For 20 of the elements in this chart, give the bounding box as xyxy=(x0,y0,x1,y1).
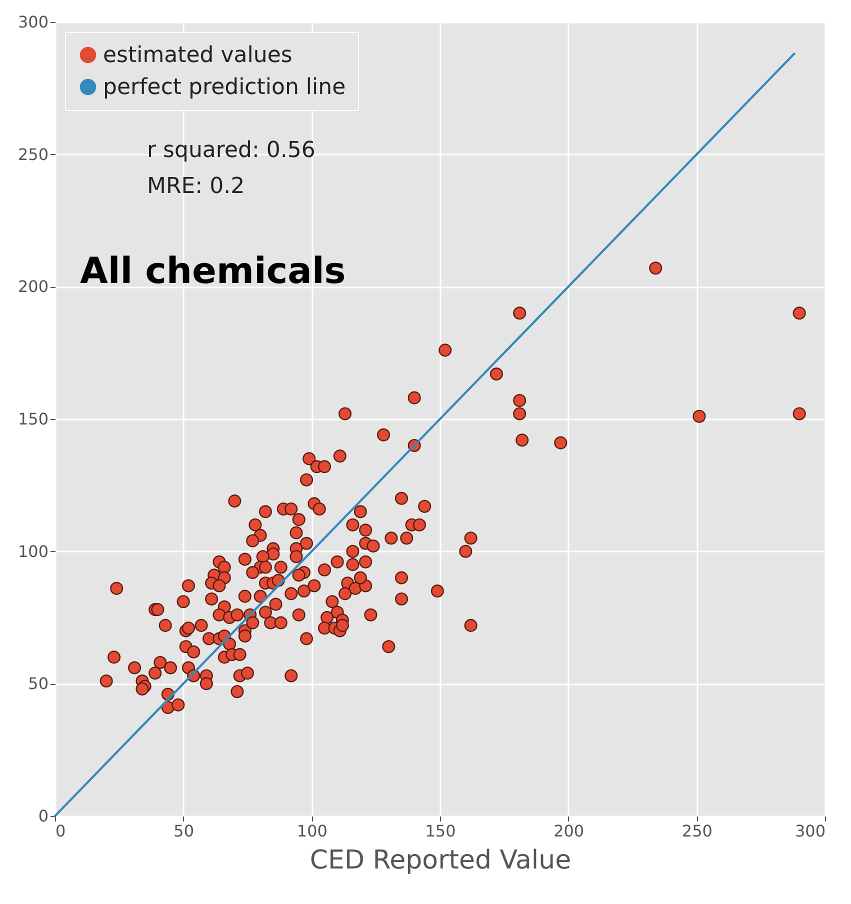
x-tick-label: 50 xyxy=(174,822,194,840)
x-tick-label: 300 xyxy=(794,822,826,840)
x-tick-label: 0 xyxy=(56,822,66,840)
x-tick-label: 250 xyxy=(682,822,712,840)
y-tick-label: 0 xyxy=(38,806,48,826)
y-tick-label: 50 xyxy=(28,674,48,694)
y-tick-label: 100 xyxy=(18,542,48,561)
annotation: r squared: 0.56 xyxy=(147,138,316,163)
legend-label: estimated values xyxy=(103,43,292,68)
x-tick-label: 200 xyxy=(554,822,584,840)
x-tick-label: 100 xyxy=(296,822,328,840)
legend-label: perfect prediction line xyxy=(103,75,346,100)
y-tick-label: 300 xyxy=(18,12,48,32)
annotation: MRE: 0.2 xyxy=(147,174,245,199)
x-tick-label: 150 xyxy=(425,822,456,840)
x-axis-title: CED Reported Value xyxy=(310,846,572,876)
annotation: All chemicals xyxy=(80,251,346,292)
y-tick-label: 150 xyxy=(18,410,48,428)
y-tick-label: 250 xyxy=(18,144,48,164)
y-tick-label: 200 xyxy=(18,277,48,296)
